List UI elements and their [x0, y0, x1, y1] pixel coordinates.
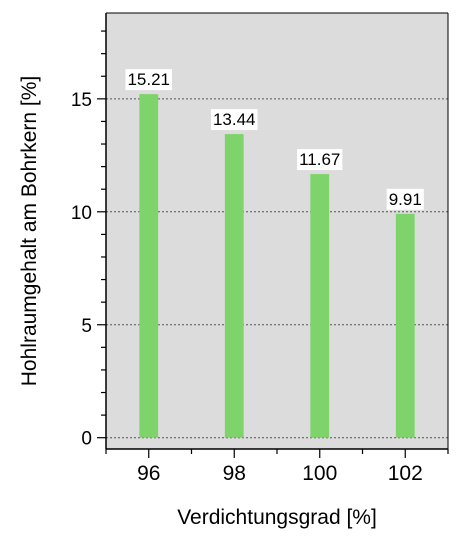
tick-marks: [97, 30, 449, 458]
value-label: 13.44: [210, 109, 258, 131]
y-tick-label: 5: [81, 316, 92, 337]
value-label-text: 15.21: [127, 70, 170, 89]
bars: [139, 94, 415, 438]
value-label-text: 9.91: [389, 190, 422, 209]
y-tick-label: 10: [71, 203, 92, 224]
grid-lines: [106, 98, 448, 439]
value-label: 9.91: [386, 188, 424, 210]
bar: [395, 213, 415, 438]
x-axis-title: Verdichtungsgrad [%]: [177, 506, 377, 529]
bar: [224, 134, 244, 438]
value-labels: 15.21 13.44 11.67 9.91: [125, 69, 424, 210]
value-label-box: [386, 188, 424, 210]
bar: [310, 174, 330, 438]
value-label-text: 13.44: [213, 110, 256, 129]
y-axis-title: Hohlraumgehalt am Bohrkern [%]: [18, 76, 41, 386]
x-tick-label: 98: [223, 462, 246, 485]
value-label-box: [210, 109, 258, 131]
x-tick-label: 100: [302, 462, 337, 485]
value-label-box: [297, 149, 343, 171]
value-label: 11.67: [297, 149, 343, 171]
y-tick-label: 15: [71, 90, 92, 111]
bar: [139, 94, 159, 438]
x-tick-label: 96: [137, 462, 160, 485]
value-label-text: 11.67: [299, 150, 340, 169]
y-tick-label: 0: [81, 429, 92, 450]
tick-labels: 0 5 10 15 96 98 100 102: [71, 90, 423, 485]
value-label-box: [125, 69, 173, 91]
value-label: 15.21: [125, 69, 173, 91]
x-tick-label: 102: [388, 462, 423, 485]
